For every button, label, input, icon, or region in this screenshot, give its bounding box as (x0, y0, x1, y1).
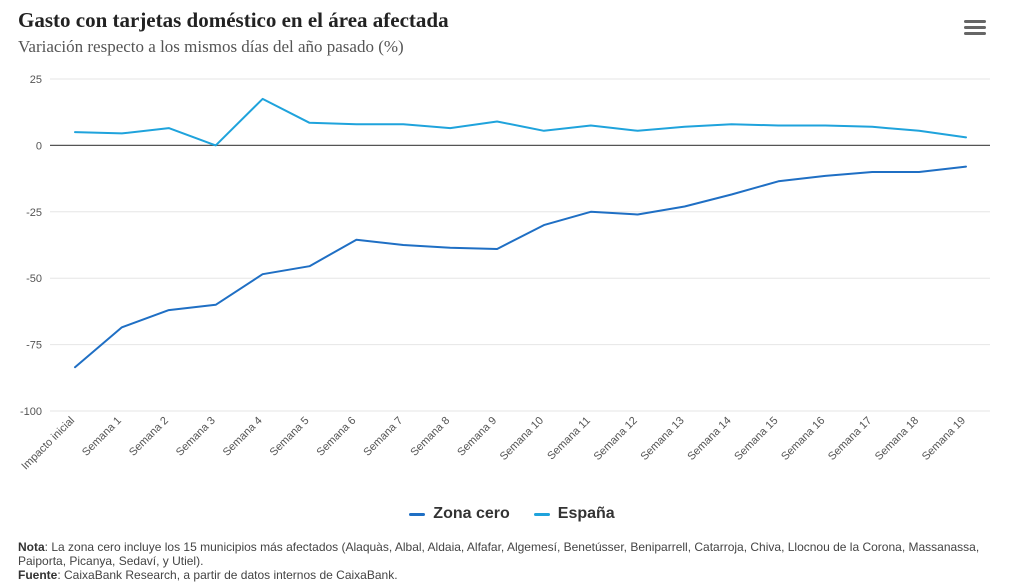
hamburger-menu-icon[interactable] (964, 20, 986, 38)
data-point-espana (823, 123, 828, 128)
data-point-zona-cero (870, 169, 875, 174)
x-tick-label: Semana 3 (174, 415, 218, 459)
series-line-espana (74, 97, 967, 147)
data-point-zona-cero (307, 264, 312, 269)
data-point-espana (354, 122, 359, 127)
legend-item-zona-cero[interactable]: Zona cero (409, 505, 510, 523)
y-tick-label: -50 (26, 273, 42, 285)
legend-item-espana[interactable]: España (533, 505, 615, 523)
note-label: Nota (18, 540, 45, 554)
data-point-espana (401, 122, 406, 127)
y-tick-label: 25 (30, 74, 42, 86)
data-point-espana (917, 128, 922, 133)
data-point-zona-cero (495, 246, 500, 251)
x-tick-label: Semana 2 (127, 415, 171, 459)
legend-swatch-espana (533, 512, 550, 516)
data-point-zona-cero (682, 204, 687, 209)
data-point-zona-cero (729, 192, 734, 197)
data-point-zona-cero (260, 272, 265, 277)
data-point-zona-cero (776, 179, 781, 184)
x-tick-label: Semana 19 (920, 415, 968, 463)
data-point-espana (119, 131, 124, 136)
data-point-espana (588, 123, 593, 128)
data-point-zona-cero (213, 302, 218, 307)
data-point-espana (495, 119, 500, 124)
data-point-zona-cero (541, 223, 546, 228)
data-point-espana (166, 126, 171, 131)
data-point-espana (682, 124, 687, 129)
legend-label-zona-cero: Zona cero (433, 505, 510, 522)
x-tick-label: Semana 4 (221, 415, 265, 459)
x-tick-label: Semana 10 (498, 415, 546, 463)
x-tick-label: Semana 18 (873, 415, 921, 463)
data-point-zona-cero (73, 365, 78, 370)
legend-label-espana: España (557, 505, 615, 522)
data-point-zona-cero (917, 169, 922, 174)
data-point-espana (307, 120, 312, 125)
data-point-zona-cero (823, 173, 828, 178)
data-point-zona-cero (119, 325, 124, 330)
x-tick-label: Semana 14 (685, 415, 733, 463)
x-tick-label: Semana 12 (592, 415, 640, 463)
data-point-espana (541, 128, 546, 133)
data-point-espana (870, 124, 875, 129)
x-tick-label: Semana 5 (268, 415, 312, 459)
data-point-espana (448, 126, 453, 131)
data-point-espana (635, 128, 640, 133)
data-point-espana (776, 123, 781, 128)
source-label: Fuente (18, 568, 58, 582)
source-text: : CaixaBank Research, a partir de datos … (57, 568, 398, 582)
chart-subtitle: Variación respecto a los mismos días del… (18, 37, 404, 56)
x-tick-label: Semana 16 (779, 415, 827, 463)
x-tick-label: Semana 1 (80, 415, 124, 459)
data-point-espana (729, 122, 734, 127)
data-point-zona-cero (448, 245, 453, 250)
note-text: : La zona cero incluye los 15 municipios… (18, 540, 980, 568)
y-tick-label: 0 (36, 140, 42, 152)
data-point-zona-cero (964, 164, 969, 169)
chart-legend: Zona cero España (0, 505, 1024, 523)
x-tick-label: Semana 9 (455, 415, 499, 459)
note-line: Nota: La zona cero incluye los 15 munici… (18, 540, 998, 568)
x-tick-label: Semana 11 (545, 415, 593, 463)
x-tick-label: Semana 17 (826, 415, 874, 463)
data-point-espana (73, 130, 78, 135)
legend-swatch-zona-cero (409, 512, 426, 516)
data-point-espana (213, 143, 218, 148)
y-tick-label: -75 (26, 340, 42, 352)
chart-notes: Nota: La zona cero incluye los 15 munici… (18, 540, 998, 582)
data-point-zona-cero (354, 237, 359, 242)
data-point-espana (260, 96, 265, 101)
y-tick-label: -100 (20, 406, 42, 418)
x-tick-label: Semana 6 (315, 415, 359, 459)
data-point-zona-cero (166, 308, 171, 313)
x-tick-label: Semana 13 (638, 415, 686, 463)
data-point-espana (964, 135, 969, 140)
data-point-zona-cero (588, 209, 593, 214)
data-point-zona-cero (401, 243, 406, 248)
x-tick-label: Semana 8 (408, 415, 452, 459)
x-tick-label: Impacto inicial (19, 415, 77, 473)
chart-title: Gasto con tarjetas doméstico en el área … (18, 8, 449, 32)
source-line: Fuente: CaixaBank Research, a partir de … (18, 568, 998, 582)
data-point-zona-cero (635, 212, 640, 217)
series-line-zona-cero (74, 165, 967, 369)
y-tick-label: -25 (26, 207, 42, 219)
x-tick-label: Semana 15 (732, 415, 780, 463)
x-tick-label: Semana 7 (361, 415, 405, 459)
